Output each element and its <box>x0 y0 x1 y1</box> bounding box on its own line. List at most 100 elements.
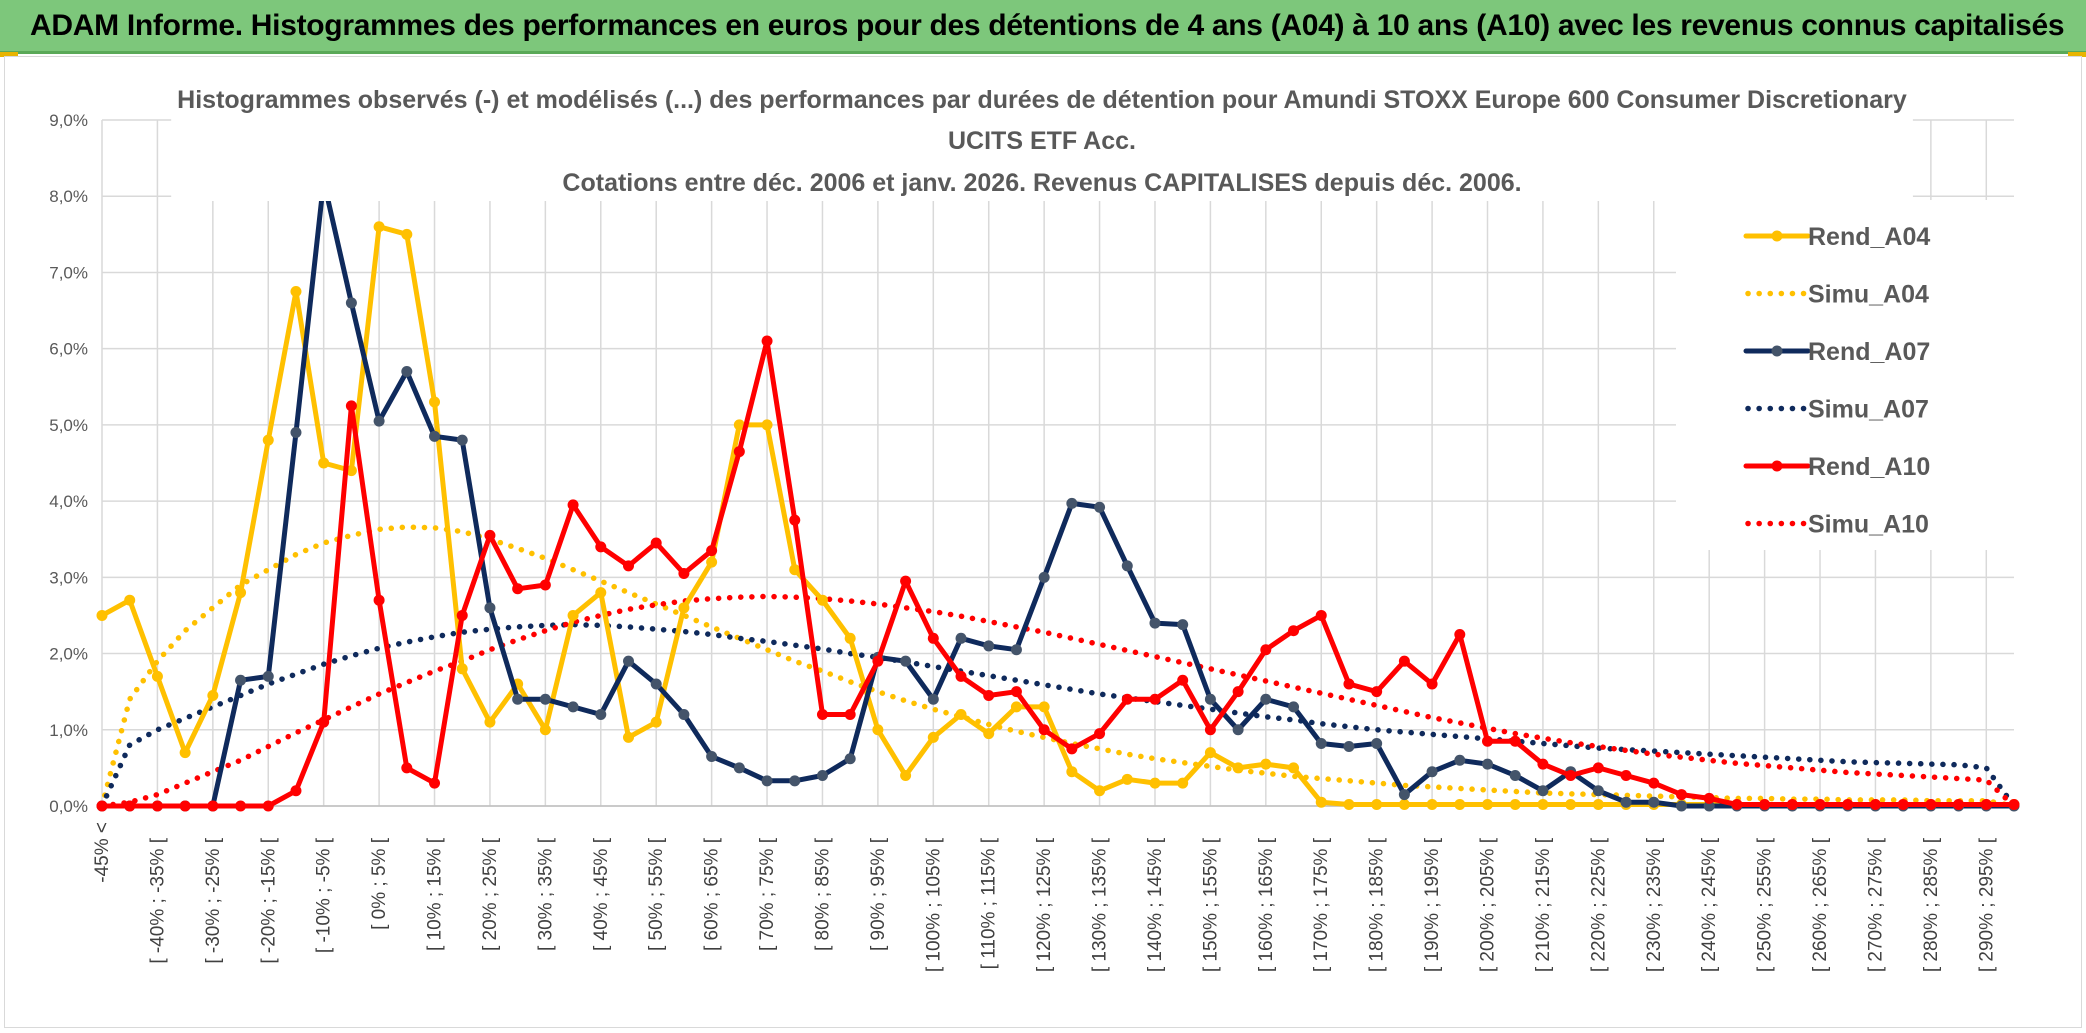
legend-label: Rend_A10 <box>1808 453 1930 481</box>
data-point <box>816 709 828 721</box>
data-point <box>1315 609 1327 621</box>
legend: Rend_A04 Simu_A04 Rend_A07 Simu_A07 Rend_A10… <box>1676 200 2016 550</box>
data-point <box>1204 747 1216 759</box>
data-point <box>1010 644 1022 656</box>
data-point <box>151 800 163 812</box>
data-point <box>539 579 551 591</box>
x-tick-label: [ 80% ; 85% [ <box>812 837 833 951</box>
data-point <box>706 556 718 568</box>
data-point <box>1398 789 1410 801</box>
data-point <box>1648 796 1660 808</box>
data-point <box>1315 796 1327 808</box>
data-point <box>456 663 468 675</box>
data-point <box>1371 798 1383 810</box>
chart-title: Histogrammes observés (-) et modélisés (… <box>171 82 1913 201</box>
series-line <box>99 338 2017 809</box>
data-point <box>1509 770 1521 782</box>
title-banner: ADAM Informe. Histogrammes des performan… <box>0 0 2086 54</box>
x-tick-label: [ 40% ; 45% [ <box>591 837 612 951</box>
x-tick-label: [ 0% ; 5% [ <box>369 837 390 930</box>
x-tick-label: [ 100% ; 105% [ <box>923 837 944 972</box>
data-point <box>1482 798 1494 810</box>
data-point <box>927 693 939 705</box>
data-point <box>983 640 995 652</box>
data-point <box>678 568 690 580</box>
y-tick-label: 9,0% <box>49 111 88 130</box>
data-point <box>1925 798 1937 810</box>
data-point <box>1121 560 1133 572</box>
data-point <box>1177 674 1189 686</box>
gridlines <box>101 119 2014 807</box>
data-point <box>1980 798 1992 810</box>
data-point <box>900 575 912 587</box>
data-point <box>345 465 357 477</box>
data-point <box>761 775 773 787</box>
data-point <box>650 678 662 690</box>
data-point <box>1010 701 1022 713</box>
banner-title: ADAM Informe. Histogrammes des performan… <box>30 9 2065 42</box>
x-tick-label: [ 130% ; 135% [ <box>1090 837 1111 972</box>
data-point <box>1509 798 1521 810</box>
data-point <box>151 670 163 682</box>
x-tick-label: [ 20% ; 25% [ <box>480 837 501 951</box>
data-point <box>456 434 468 446</box>
data-point <box>761 419 773 431</box>
data-point <box>207 800 219 812</box>
data-point <box>1703 792 1715 804</box>
data-point <box>733 419 745 431</box>
data-point <box>1426 798 1438 810</box>
data-point <box>1426 678 1438 690</box>
data-point <box>955 709 967 721</box>
data-point <box>1149 617 1161 629</box>
data-point <box>1537 758 1549 770</box>
data-point <box>1454 629 1466 640</box>
data-point <box>733 446 745 458</box>
x-tick-label: [ 200% ; 205% [ <box>1478 837 1499 972</box>
y-tick-label: 5,0% <box>49 416 88 435</box>
x-tick-label: [ 150% ; 155% [ <box>1200 837 1221 972</box>
data-point <box>622 655 634 667</box>
data-point <box>761 335 773 347</box>
data-point <box>401 762 413 774</box>
data-point <box>1814 798 1826 810</box>
data-point <box>983 689 995 701</box>
data-point <box>512 583 524 595</box>
x-tick-label: [ 50% ; 55% [ <box>646 837 667 951</box>
data-point <box>1177 619 1189 631</box>
data-point <box>1620 770 1632 782</box>
series-simu-a10 <box>99 593 2017 809</box>
data-point <box>1066 497 1078 509</box>
data-point <box>2008 798 2020 810</box>
data-point <box>539 724 551 736</box>
data-point <box>290 286 302 297</box>
data-point <box>96 800 108 812</box>
chart-title-background <box>171 82 1913 201</box>
legend-background <box>1676 200 2016 550</box>
data-point <box>622 731 634 743</box>
data-point <box>595 587 607 599</box>
data-point <box>595 541 607 553</box>
data-point <box>539 693 551 705</box>
data-point <box>816 594 828 606</box>
x-tick-label: [ 60% ; 65% [ <box>702 837 723 951</box>
data-point <box>927 731 939 743</box>
data-point <box>844 632 856 644</box>
data-point <box>1592 785 1604 797</box>
data-point <box>1565 770 1577 782</box>
data-point <box>1094 501 1106 513</box>
y-tick-label: 8,0% <box>49 187 88 206</box>
corner-accent-right <box>2068 52 2086 57</box>
x-tick-label: [ 250% ; 255% [ <box>1755 837 1776 972</box>
x-tick-label: [ 230% ; 235% [ <box>1644 837 1665 972</box>
data-point <box>484 602 496 614</box>
y-axis: 0,0% 1,0% 2,0% 3,0% 4,0% 5,0% 6,0% 7,0% 8,0% 9,0% <box>49 111 88 816</box>
x-tick-label: [ -20% ; -15% [ <box>258 837 279 963</box>
data-point <box>567 499 579 511</box>
data-point <box>373 415 385 427</box>
y-tick-label: 1,0% <box>49 721 88 740</box>
data-point <box>1094 728 1106 740</box>
data-point <box>567 609 579 621</box>
data-point <box>678 709 690 721</box>
legend-marker <box>1771 460 1783 472</box>
series-line <box>99 178 2017 809</box>
